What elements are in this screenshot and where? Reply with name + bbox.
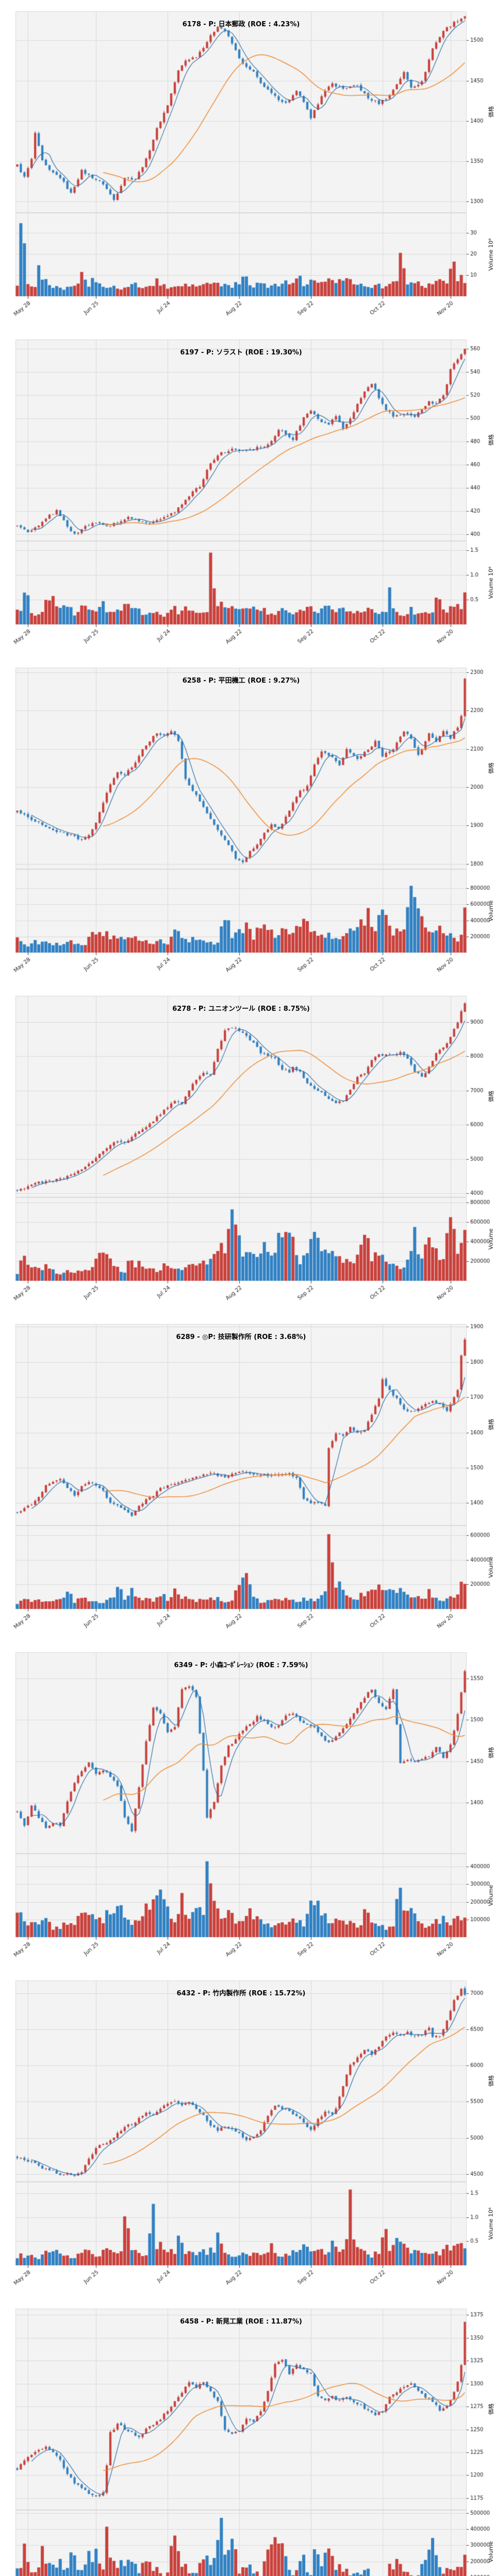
candlestick-volume-canvas [0, 2297, 495, 2576]
candlestick-volume-canvas [0, 0, 495, 328]
candlestick-volume-canvas [0, 1641, 495, 1969]
stock-chart-figure: 6289 - ◎P: 技研製作所 (ROE : 3.68%) 価格 Volume [0, 1313, 495, 1641]
stock-chart-figure: 6278 - P: ユニオンツール (ROE : 8.75%) 価格 Volum… [0, 985, 495, 1313]
candlestick-volume-canvas [0, 328, 495, 656]
stock-chart-figure: 6349 - P: 小森ｺｰﾎﾟﾚｰｼｮﾝ (ROE : 7.59%) 価格 V… [0, 1641, 495, 1969]
candlestick-volume-canvas [0, 1313, 495, 1641]
candlestick-volume-canvas [0, 656, 495, 985]
stock-chart-figure: 6432 - P: 竹内製作所 (ROE : 15.72%) 価格 Volume… [0, 1969, 495, 2297]
candlestick-volume-canvas [0, 985, 495, 1313]
stock-chart-figure: 6458 - P: 新晃工業 (ROE : 11.87%) 価格 Volume [0, 2297, 495, 2576]
stock-chart-figure: 6197 - P: ソラスト (ROE : 19.30%) 価格 Volume … [0, 328, 495, 656]
candlestick-volume-canvas [0, 1969, 495, 2297]
stock-chart-figure: 6178 - P: 日本郵政 (ROE : 4.23%) 価格 Volume 1… [0, 0, 495, 328]
stock-chart-figure: 6258 - P: 平田機工 (ROE : 9.27%) 価格 Volume [0, 656, 495, 985]
